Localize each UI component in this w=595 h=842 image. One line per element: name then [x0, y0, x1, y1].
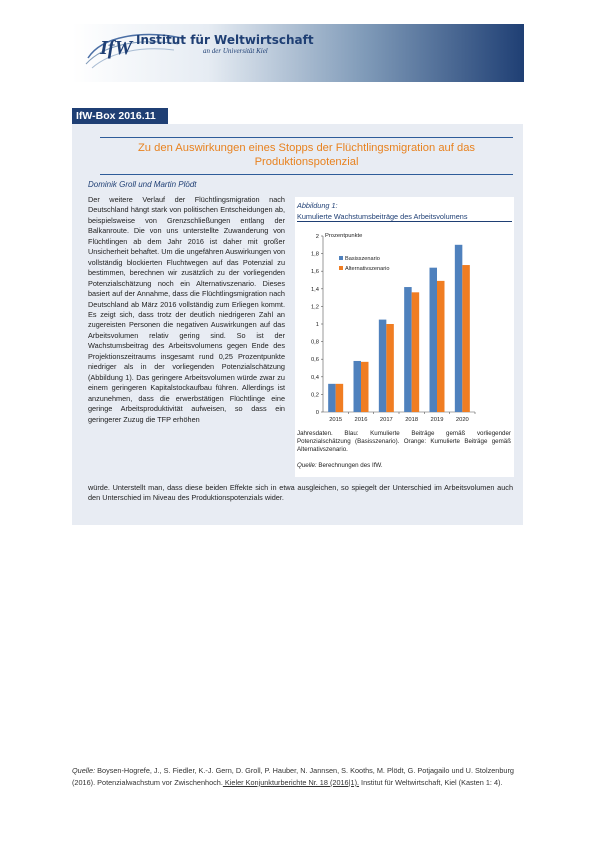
figure-rule [297, 221, 512, 222]
bar-basisszenario-2020 [454, 244, 463, 412]
bar-alternativszenario-2015 [335, 383, 344, 412]
y-tick-label: 0,4 [311, 375, 320, 381]
y-tick-label: 2 [316, 234, 319, 240]
title-rule-top [100, 137, 513, 138]
box-title: Zu den Auswirkungen eines Stopps der Flü… [100, 141, 513, 169]
figure-label: Abbildung 1: [297, 201, 338, 210]
ifw-logo-icon: IfW [85, 33, 183, 69]
header-banner [72, 24, 524, 82]
box-title-line2: Produktionspotenzial [254, 156, 359, 168]
footer-text1: Boysen-Hogrefe, J., S. Fiedler, K.-J. Ge… [72, 766, 514, 787]
bar-alternativszenario-2018 [411, 292, 420, 412]
body-text-continued: würde. Unterstellt man, dass diese beide… [88, 483, 513, 503]
institute-subtitle: an der Universität Kiel [203, 47, 268, 55]
bar-basisszenario-2016 [353, 360, 361, 412]
y-tick-label: 0 [316, 410, 319, 416]
footer-text2: Institut für Weltwirtschaft, Kiel (Kaste… [359, 777, 503, 787]
figure-source-text: Berechnungen des IfW. [316, 462, 383, 469]
bar-alternativszenario-2017 [386, 324, 394, 412]
authors: Dominik Groll und Martin Plödt [88, 180, 197, 189]
y-axis-label: Prozentpunkte [325, 233, 362, 239]
y-tick-label: 1,8 [311, 252, 319, 258]
x-tick-label: 2018 [405, 417, 418, 423]
institute-name: Institut für Weltwirtschaft [136, 33, 314, 47]
box-title-line1: Zu den Auswirkungen eines Stopps der Flü… [137, 142, 476, 154]
figure-source: Quelle: Berechnungen des IfW. [297, 462, 383, 469]
legend-swatch-basisszenario [339, 256, 343, 260]
bar-basisszenario-2019 [429, 267, 437, 412]
bar-chart: 0 0,2 0,4 0,6 0,8 1 1,2 1,4 1,6 1,8 2 Prozentpunkte… [311, 233, 476, 423]
x-tick-label: 2015 [329, 417, 342, 423]
x-tick-label: 2016 [355, 417, 368, 423]
y-tick-label: 1 [316, 322, 319, 328]
y-tick-label: 1,2 [311, 304, 319, 310]
title-rule-bottom [100, 174, 513, 175]
bar-alternativszenario-2020 [462, 265, 470, 412]
figure-note: Jahresdaten. Blau: Kumulierte Beiträge g… [297, 430, 511, 453]
bar-alternativszenario-2019 [437, 280, 445, 412]
x-tick-label: 2019 [431, 417, 444, 423]
y-tick-label: 0,8 [311, 340, 319, 346]
figure-title: Kumulierte Wachstumsbeiträge des Arbeits… [297, 212, 468, 221]
box-label: IfW-Box 2016.11 [72, 108, 168, 124]
y-tick-label: 1,6 [311, 269, 319, 275]
footer-link[interactable]: Kieler Konjunkturberichte Nr. 18 (2016|1… [222, 777, 360, 787]
legend-swatch-alternativszenario [339, 266, 343, 270]
bar-basisszenario-2018 [404, 287, 412, 412]
footer-reference: Quelle: Boysen-Hogrefe, J., S. Fiedler, … [72, 765, 523, 788]
y-tick-label: 0,6 [311, 357, 319, 363]
y-tick-label: 1,4 [311, 287, 320, 293]
x-tick-label: 2017 [380, 417, 393, 423]
body-paragraph: Der weitere Verlauf der Flüchtlingsmigra… [88, 195, 285, 424]
bar-alternativszenario-2016 [361, 361, 369, 412]
x-tick-label: 2020 [456, 417, 469, 423]
footer-source-label: Quelle: [72, 766, 96, 775]
logo-text: IfW [99, 37, 133, 59]
body-text: Der weitere Verlauf der Flüchtlingsmigra… [88, 195, 285, 425]
y-tick-label: 0,2 [311, 392, 319, 398]
bar-basisszenario-2017 [378, 319, 387, 412]
figure-source-label: Quelle: [297, 462, 317, 469]
bar-basisszenario-2015 [328, 383, 336, 412]
legend-label-basisszenario: Basisszenario [345, 256, 380, 262]
legend-label-alternativszenario: Alternativszenario [345, 266, 389, 272]
